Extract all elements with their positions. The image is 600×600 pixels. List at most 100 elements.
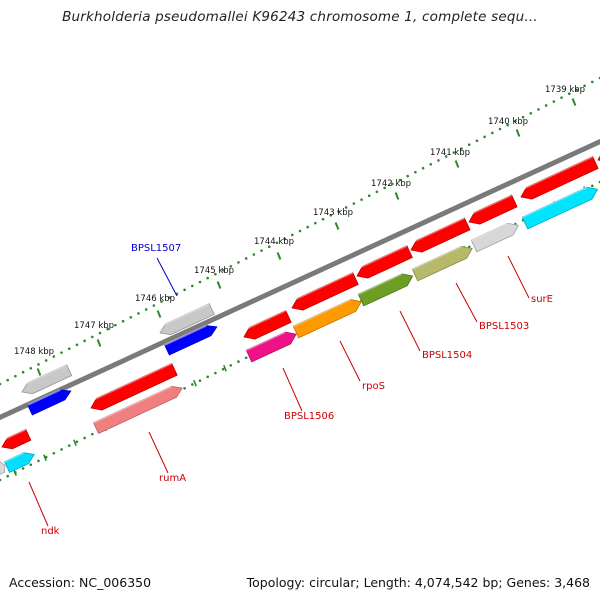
kbp-label: 1748 kbp bbox=[14, 347, 54, 357]
scale-dot bbox=[544, 104, 548, 107]
gene-label-ndk[interactable]: ndk bbox=[41, 526, 60, 537]
gene-inner-orange[interactable] bbox=[292, 298, 362, 339]
inner-dot bbox=[29, 463, 33, 467]
inner-dot bbox=[183, 387, 186, 390]
kbp-label: 1741 kbp bbox=[430, 148, 470, 158]
scale-dot bbox=[229, 265, 233, 268]
kbp-label: 1743 kbp bbox=[313, 208, 353, 218]
scale-dot bbox=[560, 96, 563, 99]
scale-tick bbox=[515, 129, 521, 137]
inner-dot bbox=[37, 459, 40, 463]
inner-dot bbox=[591, 184, 594, 188]
scale-dot bbox=[567, 92, 571, 95]
scale-dot bbox=[329, 214, 333, 217]
inner-dot bbox=[83, 436, 86, 440]
gene-outer-2[interactable] bbox=[517, 155, 599, 200]
scale-dot bbox=[291, 233, 294, 237]
kbp-label: 1740 kbp bbox=[488, 117, 528, 127]
scale-tick bbox=[454, 160, 460, 168]
scale-dot bbox=[52, 355, 56, 358]
scale-dot bbox=[183, 288, 186, 292]
scale-dot bbox=[191, 284, 194, 288]
scale-dot bbox=[21, 370, 25, 374]
scale-dot bbox=[144, 308, 148, 311]
scale-dot bbox=[498, 127, 502, 131]
gene-label-ruma[interactable]: rumA bbox=[159, 473, 186, 484]
topology-summary: Topology: circular; Length: 4,074,542 bp… bbox=[246, 575, 590, 590]
gene-outer-grey-2[interactable] bbox=[19, 363, 73, 395]
gene-outer-4[interactable] bbox=[407, 217, 471, 253]
gene-blue-2[interactable] bbox=[27, 388, 72, 416]
gene-outer-7[interactable] bbox=[240, 309, 292, 340]
scale-dot bbox=[444, 155, 448, 158]
gene-labels[interactable]: BPSL1507 surE BPSL1503 BPSL1504 rpoS BPSL1506… bbox=[41, 243, 553, 537]
gene-inner-cyan[interactable] bbox=[521, 186, 599, 230]
inner-dot bbox=[67, 444, 71, 447]
scale-dot bbox=[460, 147, 463, 150]
scale-dot bbox=[506, 123, 509, 127]
scale-tick bbox=[571, 98, 577, 106]
gene-features[interactable] bbox=[0, 141, 600, 475]
gene-inner-green[interactable] bbox=[357, 272, 414, 307]
gene-inner-grey[interactable] bbox=[470, 222, 520, 253]
scale-tick bbox=[394, 192, 400, 200]
scale-dot bbox=[321, 217, 325, 221]
gene-blue-1[interactable] bbox=[164, 324, 218, 356]
gene-inner-grey-2[interactable] bbox=[0, 461, 6, 475]
backbone-line bbox=[0, 138, 600, 421]
label-leaders bbox=[28, 255, 530, 527]
scale-dot bbox=[421, 166, 425, 170]
scale-dot bbox=[160, 300, 163, 303]
scale-dot bbox=[75, 343, 79, 347]
gene-inner-cyan-2[interactable] bbox=[3, 451, 35, 473]
gene-label-bpsl1506[interactable]: BPSL1506 bbox=[284, 411, 334, 422]
gene-outer-6[interactable] bbox=[288, 271, 359, 311]
gene-label-bpsl1507[interactable]: BPSL1507 bbox=[131, 243, 181, 254]
inner-dot bbox=[221, 367, 225, 371]
gene-label-rpos[interactable]: rpoS bbox=[362, 381, 385, 392]
scale-dot bbox=[114, 323, 117, 327]
scale-dot bbox=[391, 182, 394, 186]
scale-dot bbox=[44, 359, 48, 362]
gene-label-bpsl1503[interactable]: BPSL1503 bbox=[479, 321, 529, 332]
gene-inner-pink[interactable] bbox=[245, 331, 297, 363]
scale-dot bbox=[344, 206, 348, 209]
kbp-label: 1739 kbp bbox=[545, 85, 585, 95]
scale-dot bbox=[267, 245, 271, 248]
inner-dot bbox=[21, 467, 25, 470]
scale-dot bbox=[314, 221, 317, 225]
scale-dot bbox=[37, 363, 40, 366]
scale-dot bbox=[129, 316, 133, 319]
gene-outer-5[interactable] bbox=[353, 244, 413, 279]
scale-dot bbox=[483, 135, 486, 139]
inner-dot bbox=[206, 375, 209, 379]
inner-dot bbox=[237, 360, 240, 363]
scale-dot bbox=[214, 272, 217, 276]
scale-dot bbox=[398, 178, 402, 182]
scale-tick bbox=[334, 222, 340, 230]
inner-dot bbox=[244, 356, 248, 360]
gene-outer-grey-1[interactable] bbox=[157, 302, 215, 336]
gene-label-sure[interactable]: surE bbox=[531, 294, 553, 305]
scale-dot bbox=[552, 100, 556, 103]
leader-line bbox=[339, 340, 361, 382]
scale-dot bbox=[491, 131, 494, 135]
scale-labels: 1739 kbp 1740 kbp 1741 kbp 1742 kbp 1743 kbp… bbox=[14, 85, 585, 357]
scale-dot bbox=[521, 115, 525, 119]
gene-label-bpsl1504[interactable]: BPSL1504 bbox=[422, 350, 472, 361]
gene-outer-3[interactable] bbox=[465, 194, 518, 225]
gene-inner-salmon[interactable] bbox=[92, 385, 183, 434]
gene-outer-ndk-top[interactable] bbox=[0, 428, 32, 450]
scale-tick bbox=[156, 310, 162, 318]
scale-dot bbox=[29, 367, 33, 370]
scale-dot bbox=[514, 119, 517, 123]
scale-dot bbox=[83, 339, 86, 343]
scale-dot bbox=[167, 296, 171, 299]
inner-dot bbox=[6, 474, 9, 478]
gene-inner-khaki[interactable] bbox=[411, 245, 473, 282]
scale-tick bbox=[216, 281, 222, 289]
inner-tick bbox=[193, 379, 197, 387]
scale-dot bbox=[414, 170, 417, 174]
gene-outer-rumA-top[interactable] bbox=[87, 362, 178, 411]
